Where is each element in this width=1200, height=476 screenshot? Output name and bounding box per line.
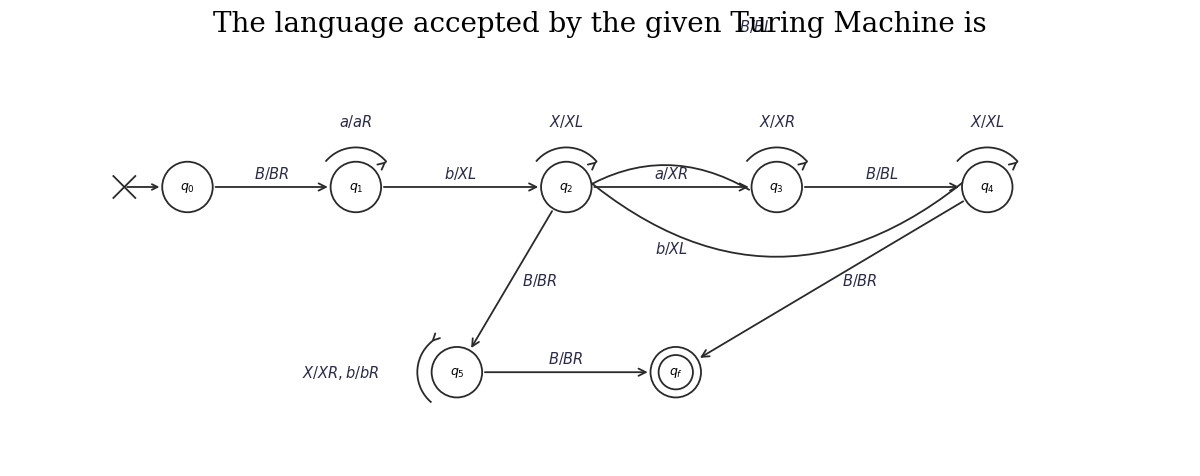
FancyArrowPatch shape [583, 166, 749, 190]
FancyArrowPatch shape [570, 164, 985, 257]
Text: $q_2$: $q_2$ [559, 180, 574, 195]
Text: $b/XL$: $b/XL$ [655, 240, 688, 257]
Text: $q_4$: $q_4$ [979, 180, 995, 195]
Text: $b/XL$: $b/XL$ [444, 165, 478, 182]
Circle shape [962, 162, 1013, 213]
Circle shape [331, 162, 382, 213]
Text: $q_1$: $q_1$ [348, 180, 364, 195]
Text: $B/BL$: $B/BL$ [739, 18, 773, 35]
Circle shape [432, 347, 482, 397]
Text: $X/XR,b/bR$: $X/XR,b/bR$ [302, 364, 379, 381]
Text: $X/XR$: $X/XR$ [758, 113, 794, 129]
Text: $a/aR$: $a/aR$ [340, 113, 373, 129]
Text: $a/XR$: $a/XR$ [654, 165, 689, 182]
Text: $q_0$: $q_0$ [180, 180, 194, 195]
Text: $B/BR$: $B/BR$ [841, 271, 877, 288]
Text: $X/XL$: $X/XL$ [970, 113, 1004, 129]
Circle shape [541, 162, 592, 213]
Text: $q_3$: $q_3$ [769, 180, 784, 195]
Circle shape [650, 347, 701, 397]
Text: The language accepted by the given Turing Machine is: The language accepted by the given Turin… [214, 11, 986, 38]
Text: $B/BL$: $B/BL$ [865, 165, 899, 182]
Text: $B/BR$: $B/BR$ [522, 271, 558, 288]
Text: $q_5$: $q_5$ [450, 366, 464, 379]
Circle shape [162, 162, 212, 213]
Circle shape [751, 162, 802, 213]
Text: $B/BR$: $B/BR$ [253, 165, 289, 182]
Text: $B/BR$: $B/BR$ [548, 350, 584, 367]
Text: $q_f$: $q_f$ [668, 366, 683, 379]
Text: $X/XL$: $X/XL$ [550, 113, 583, 129]
